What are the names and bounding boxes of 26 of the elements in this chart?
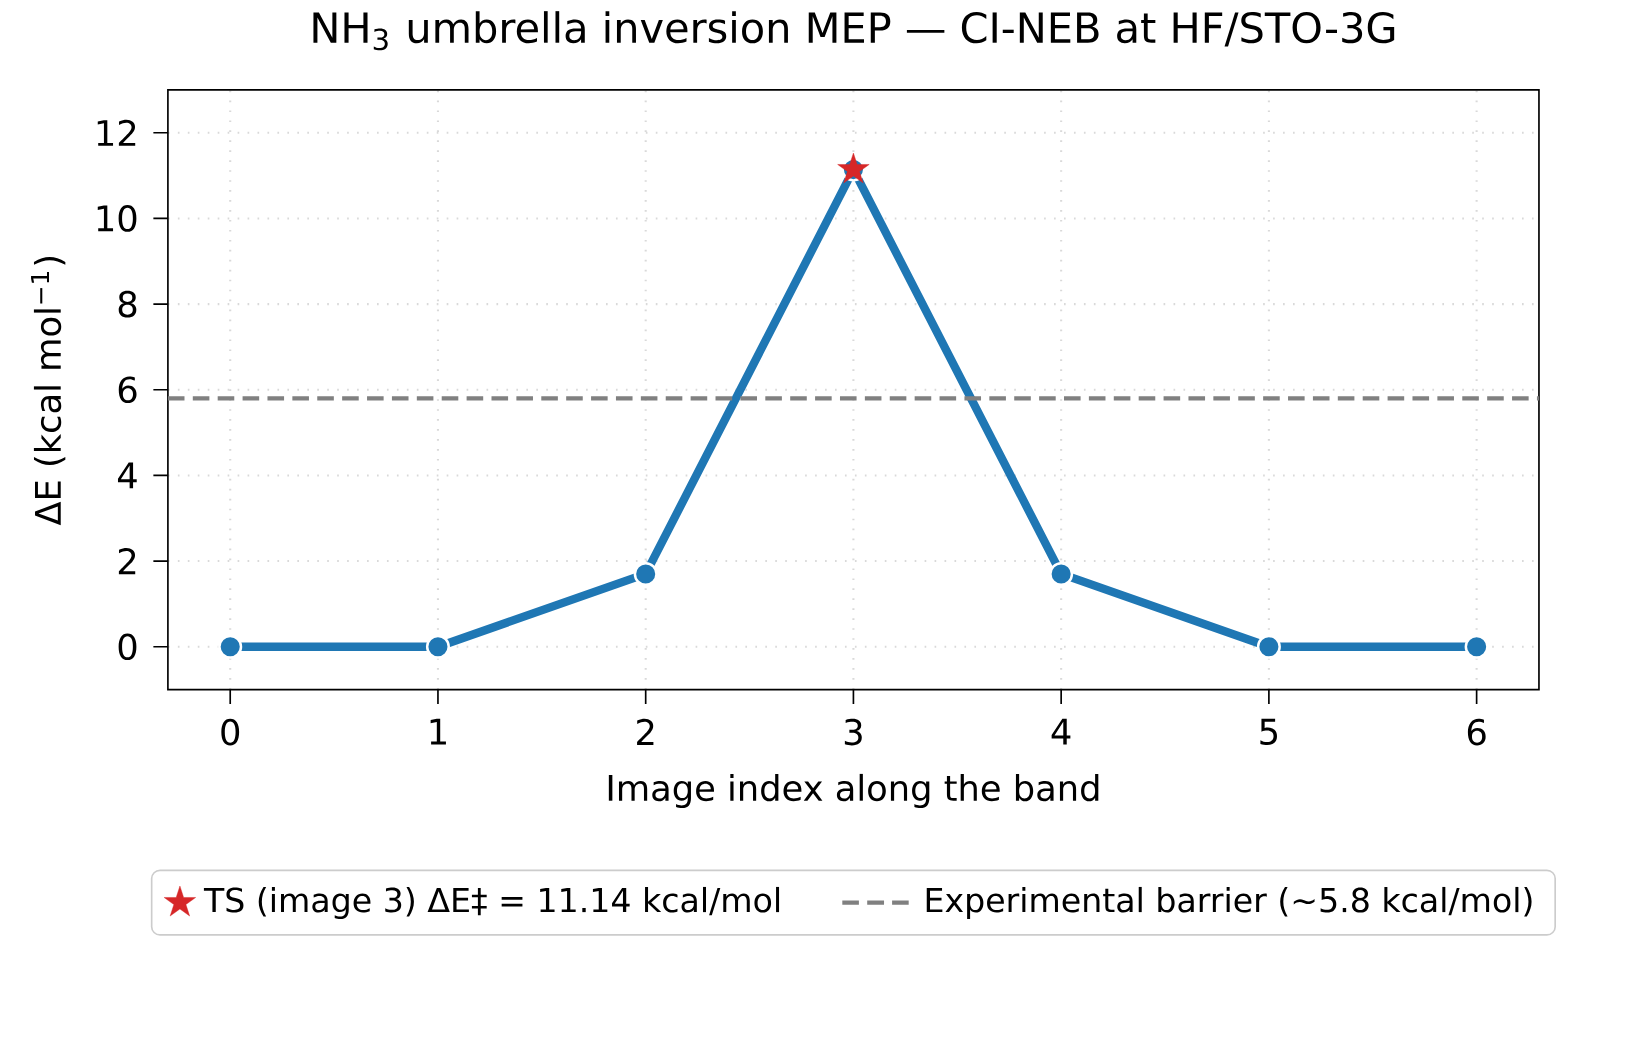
point [425,634,450,659]
legend-label: Experimental barrier (~5.8 kcal/mol) [926,886,1532,919]
y-tick-label: 10 [97,204,137,232]
x-axis-title: Image index along the band [608,773,1099,808]
point [633,561,658,586]
x-tick-label: 1 [430,718,446,745]
x-tick-label: 2 [637,718,654,745]
chart-title: NH$_{3}$ umbrella inversion MEP — CI-NEB at HF/STO-3G [313,10,1395,51]
point [837,152,870,184]
legend-label: TS (image 3) ΔE‡ = 11.14 kcal/mol [203,886,780,919]
point [218,634,243,659]
y-tick-label: 12 [97,119,136,146]
x-tick-label: 6 [1467,718,1486,746]
x-tick-label: 5 [1260,718,1277,745]
y-tick-label: 8 [118,290,137,318]
y-tick-label: 0 [118,633,137,660]
y-tick-label: 4 [117,462,137,489]
y-tick-label: 6 [118,376,137,403]
x-tick-label: 0 [221,718,240,746]
x-tick-label: 4 [1051,718,1071,745]
y-tick-label: 2 [118,547,136,574]
point [1049,561,1074,586]
point [1464,634,1489,659]
x-tick-label: 3 [844,718,862,746]
y-axis-title: ΔE (kcal mol$^{−1}$) [31,256,66,526]
point [1256,634,1281,659]
